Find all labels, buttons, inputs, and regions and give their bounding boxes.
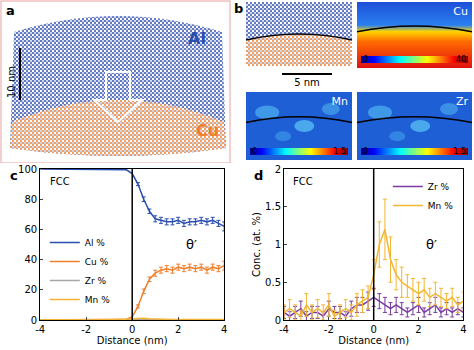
svg-text:θ′: θ′ <box>426 237 437 252</box>
svg-text:0: 0 <box>31 315 37 326</box>
svg-text:Al: Al <box>188 29 206 48</box>
svg-text:b: b <box>234 1 243 16</box>
svg-text:2: 2 <box>415 324 421 335</box>
svg-text:θ′: θ′ <box>186 237 197 252</box>
svg-text:Cu: Cu <box>453 5 468 18</box>
svg-text:Cu: Cu <box>196 121 219 140</box>
svg-text:0: 0 <box>252 147 257 156</box>
svg-text:20: 20 <box>24 284 37 295</box>
svg-text:-4: -4 <box>35 324 45 335</box>
svg-text:1: 1 <box>275 239 281 250</box>
svg-text:0: 0 <box>371 324 377 335</box>
svg-text:40: 40 <box>24 254 37 265</box>
svg-text:Mn %: Mn % <box>428 201 453 211</box>
svg-text:0: 0 <box>129 324 135 335</box>
svg-text:1.5: 1.5 <box>453 147 466 156</box>
svg-text:2: 2 <box>275 164 281 175</box>
svg-text:4: 4 <box>221 324 227 335</box>
svg-text:FCC: FCC <box>50 176 70 187</box>
svg-text:d: d <box>254 168 263 183</box>
svg-text:a: a <box>6 3 15 18</box>
svg-text:Zr %: Zr % <box>428 182 450 192</box>
svg-text:-2: -2 <box>81 324 91 335</box>
svg-text:40: 40 <box>456 55 466 64</box>
svg-text:-4: -4 <box>279 324 289 335</box>
svg-text:1.5: 1.5 <box>265 201 281 212</box>
svg-text:0: 0 <box>275 315 281 326</box>
svg-text:1.5: 1.5 <box>333 147 346 156</box>
svg-text:Conc. (at. %): Conc. (at. %) <box>251 212 262 277</box>
svg-text:0.5: 0.5 <box>265 277 281 288</box>
svg-text:60: 60 <box>24 224 37 235</box>
svg-text:FCC: FCC <box>293 176 313 187</box>
svg-text:4: 4 <box>460 324 466 335</box>
svg-text:Al %: Al % <box>85 238 106 248</box>
svg-text:80: 80 <box>24 194 37 205</box>
svg-text:Mn: Mn <box>332 95 348 108</box>
svg-text:0: 0 <box>363 147 368 156</box>
svg-text:Distance (nm): Distance (nm) <box>338 335 409 346</box>
svg-text:10 nm: 10 nm <box>6 66 17 98</box>
svg-text:5 nm: 5 nm <box>294 77 320 88</box>
svg-text:0: 0 <box>363 55 368 64</box>
svg-text:c: c <box>10 168 18 183</box>
svg-text:2: 2 <box>175 324 181 335</box>
svg-text:-2: -2 <box>324 324 334 335</box>
svg-text:Zr %: Zr % <box>85 276 107 286</box>
svg-text:Mn %: Mn % <box>85 295 110 305</box>
svg-text:Cu %: Cu % <box>85 257 109 267</box>
svg-text:Zr: Zr <box>456 95 469 108</box>
svg-text:100: 100 <box>18 164 37 175</box>
svg-text:Distance (nm): Distance (nm) <box>97 335 168 346</box>
